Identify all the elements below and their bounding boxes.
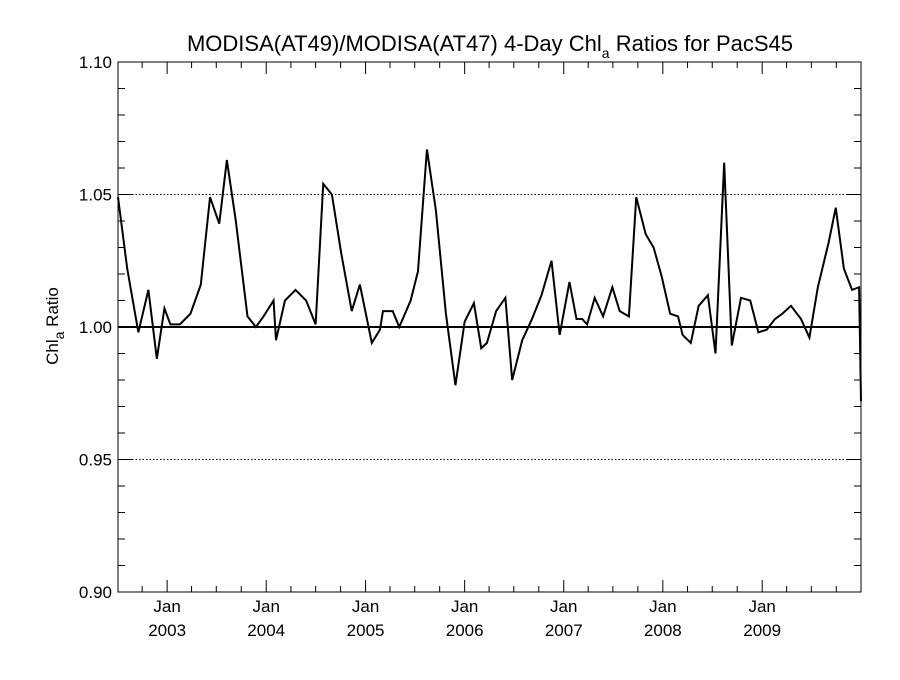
x-tick-label-month: Jan [649,597,676,616]
x-tick-label-month: Jan [550,597,577,616]
chart-title-subscript: a [602,45,610,61]
x-tick-label-year: 2008 [644,621,682,640]
y-axis-label: Chla Ratio [43,287,67,365]
x-tick-label-month: Jan [352,597,379,616]
y-axis-label-prefix: Chl [43,339,62,365]
x-tick-label-year: 2006 [446,621,484,640]
x-axis: Jan 2003 Jan 2004 Jan 2005 Jan 2006 Jan 2007 Jan 20… [141,62,837,640]
y-tick-label: 0.95 [79,451,112,470]
y-tick-label: 0.90 [79,583,112,602]
y-axis-label-subscript: a [51,331,67,339]
x-tick-label-month: Jan [451,597,478,616]
gridlines-layer [118,194,861,460]
series-layer [117,149,862,402]
chart-title-suffix: Ratios for PacS45 [610,31,793,56]
x-tick-label-year: 2007 [545,621,583,640]
x-tick-label-month: Jan [748,597,775,616]
y-tick-label: 1.05 [79,186,112,205]
x-tick-label-month: Jan [253,597,280,616]
chart-title: MODISA(AT49)/MODISA(AT47) 4-Day Chla Rat… [187,31,793,61]
y-tick-label: 1.10 [79,53,112,72]
x-tick-label-year: 2009 [743,621,781,640]
x-tick-label-year: 2005 [347,621,385,640]
series-line [117,149,862,402]
x-tick-label-month: Jan [153,597,180,616]
y-axis-label-suffix: Ratio [43,287,62,331]
y-tick-label: 1.00 [79,318,112,337]
x-tick-label-year: 2004 [247,621,285,640]
chart-title-prefix: MODISA(AT49)/MODISA(AT47) 4-Day Chl [187,31,602,56]
x-tick-label-year: 2003 [148,621,186,640]
y-axis: 0.90 0.95 1.00 1.05 1.10 [79,53,861,602]
